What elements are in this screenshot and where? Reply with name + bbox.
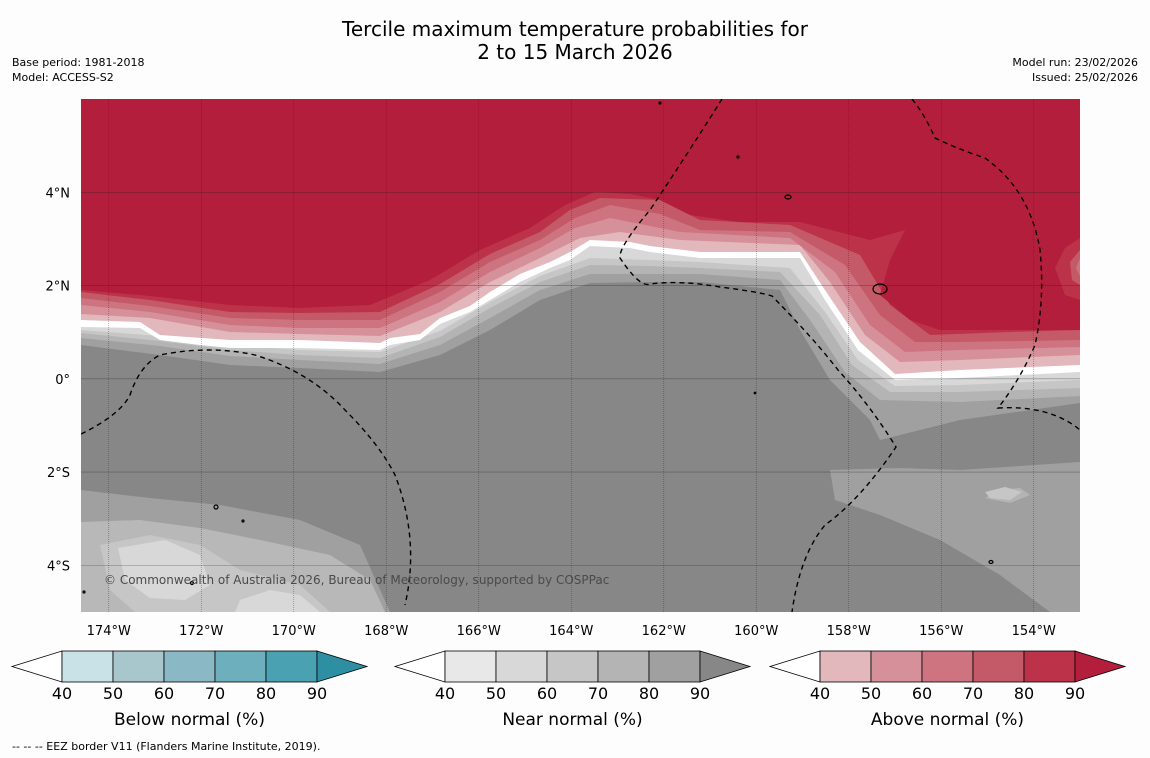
region-above-80-east [1055, 238, 1080, 300]
island [753, 391, 757, 395]
colorbar-under-arrow [10, 650, 63, 683]
colorbar-segment [495, 650, 548, 683]
lon-tick-label: 156°W [919, 624, 963, 639]
colorbar-segment [112, 650, 165, 683]
eez-border-west [81, 349, 412, 606]
issued-date: Issued: 25/02/2026 [1031, 71, 1138, 84]
colorbar-tick-label: 40 [435, 684, 455, 703]
colorbar-segment [444, 650, 497, 683]
lon-tick-label: 160°W [734, 624, 778, 639]
island [736, 155, 740, 159]
lat-tick-label: 2°S [47, 466, 70, 481]
region-above-90 [81, 99, 1080, 330]
colorbar-segment [61, 650, 114, 683]
eez-borders [81, 99, 1080, 612]
colorbar-under-arrow [393, 650, 446, 683]
colorbar-tick-label: 60 [537, 684, 557, 703]
axis-ticks: 174°W 172°W 170°W 168°W 166°W 164°W 162°W 160°W… [46, 186, 1056, 639]
colorbar-segment [163, 650, 216, 683]
colorbar-tick-label: 60 [912, 684, 932, 703]
island [988, 559, 994, 565]
title-line-2: 2 to 15 March 2026 [477, 40, 673, 64]
colorbar-segment [597, 650, 650, 683]
model-name: Model: ACCESS-S2 [12, 71, 114, 84]
meta-right: Model run: 23/02/2026 Issued: 25/02/2026 [1012, 55, 1138, 85]
colorbar-segment [819, 650, 872, 683]
colorbar-tick-label: 40 [52, 684, 72, 703]
colorbars: 40 50 60 70 80 90 Below normal (%) 40 50 60 70 80 90… [10, 650, 1127, 730]
island [241, 519, 245, 523]
colorbar-segment [546, 650, 599, 683]
colorbar-segment [921, 650, 974, 683]
colorbar-tick-label: 40 [810, 684, 830, 703]
map-figure: © Commonwealth of Australia 2026, Bureau… [10, 99, 1127, 730]
colorbar-tick-label: 70 [588, 684, 608, 703]
colorbar-segment [265, 650, 318, 683]
colorbar-title: Below normal (%) [114, 710, 265, 730]
colorbar-tick-label: 90 [690, 684, 710, 703]
colorbar-above: 40 50 60 70 80 90 Above normal (%) [768, 650, 1127, 730]
lon-tick-label: 172°W [179, 624, 223, 639]
colorbar-over-arrow [316, 650, 369, 683]
island [189, 580, 195, 586]
colorbar-tick-label: 80 [639, 684, 659, 703]
island [213, 504, 219, 510]
colorbar-title: Near normal (%) [502, 710, 642, 730]
islands [82, 101, 994, 594]
model-run: Model run: 23/02/2026 [1012, 56, 1138, 69]
island [872, 283, 888, 295]
footer-eez-note: -- -- -- EEZ border V11 (Flanders Marine… [12, 740, 321, 753]
island [82, 590, 86, 594]
lon-tick-label: 166°W [457, 624, 501, 639]
graticule [81, 99, 1080, 612]
colorbar-segment [648, 650, 701, 683]
colorbar-tick-label: 70 [205, 684, 225, 703]
colorbar-tick-label: 70 [963, 684, 983, 703]
meta-left: Base period: 1981-2018 Model: ACCESS-S2 [12, 55, 144, 85]
island [784, 194, 792, 200]
region-near-40-south-2 [235, 590, 320, 612]
lat-tick-label: 4°N [46, 186, 71, 201]
island [658, 101, 662, 105]
lon-tick-label: 158°W [827, 624, 871, 639]
colorbar-below: 40 50 60 70 80 90 Below normal (%) [10, 650, 369, 730]
lat-tick-label: 4°S [47, 559, 70, 574]
lon-tick-label: 168°W [364, 624, 408, 639]
base-period: Base period: 1981-2018 [12, 56, 145, 69]
lon-tick-label: 174°W [87, 624, 131, 639]
colorbar-tick-label: 90 [1065, 684, 1085, 703]
lat-tick-label: 2°N [46, 280, 71, 295]
colorbar-tick-label: 50 [486, 684, 506, 703]
colorbar-tick-label: 90 [307, 684, 327, 703]
eez-border-central [619, 99, 897, 612]
colorbar-tick-label: 80 [1014, 684, 1034, 703]
lon-tick-label: 162°W [642, 624, 686, 639]
map-title: Tercile maximum temperature probabilitie… [0, 18, 1150, 64]
region-above-60-east [1076, 258, 1080, 276]
colorbar-tick-label: 50 [861, 684, 881, 703]
title-line-1: Tercile maximum temperature probabilitie… [342, 17, 808, 41]
lon-tick-label: 170°W [272, 624, 316, 639]
lon-tick-label: 164°W [549, 624, 593, 639]
map-panel: © Commonwealth of Australia 2026, Bureau… [81, 99, 1080, 612]
colorbar-over-arrow [699, 650, 752, 683]
colorbar-segment [1023, 650, 1076, 683]
region-near-50-southeast [985, 487, 1022, 500]
colorbar-over-arrow [1074, 650, 1127, 683]
colorbar-segment [870, 650, 923, 683]
eez-border-east [911, 99, 1080, 431]
lat-tick-label: 0° [55, 373, 70, 388]
region-near-40-south [118, 540, 210, 600]
colorbar-tick-label: 50 [103, 684, 123, 703]
colorbar-near: 40 50 60 70 80 90 Near normal (%) [393, 650, 752, 730]
lon-tick-label: 154°W [1012, 624, 1056, 639]
colorbar-tick-label: 80 [256, 684, 276, 703]
colorbar-segment [972, 650, 1025, 683]
copyright-notice: © Commonwealth of Australia 2026, Bureau… [104, 573, 609, 587]
colorbar-tick-label: 60 [154, 684, 174, 703]
colorbar-segment [214, 650, 267, 683]
region-above-70-east [1070, 250, 1080, 285]
colorbar-title: Above normal (%) [871, 710, 1024, 730]
colorbar-under-arrow [768, 650, 821, 683]
